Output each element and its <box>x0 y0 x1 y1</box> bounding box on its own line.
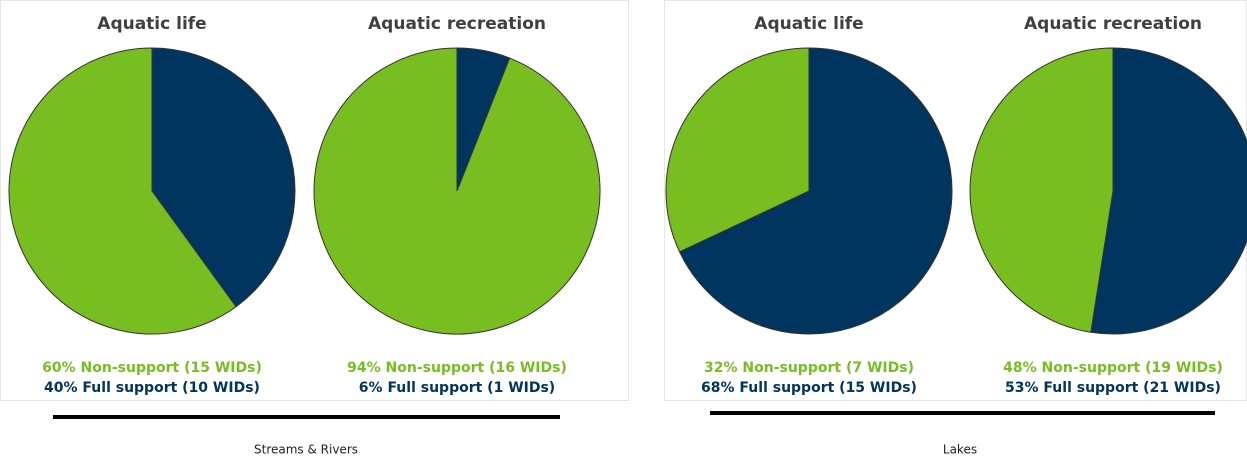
caption: Lakes <box>943 443 977 456</box>
value-label: 94% Non-support (16 WIDs) <box>347 360 567 376</box>
pie-slice <box>151 47 296 308</box>
value-label: 53% Full support (21 WIDs) <box>1005 380 1221 396</box>
chart-title: Aquatic life <box>754 14 863 34</box>
pie-slice <box>969 47 1114 333</box>
panel-frame <box>0 0 629 401</box>
caption: Streams & Rivers <box>254 443 358 456</box>
pie-slice <box>8 47 237 335</box>
value-label: 32% Non-support (7 WIDs) <box>704 360 914 376</box>
chart-title: Aquatic life <box>97 14 206 34</box>
pie-slice <box>313 47 601 335</box>
chart-title: Aquatic recreation <box>1024 14 1202 34</box>
value-label: 60% Non-support (15 WIDs) <box>42 360 262 376</box>
value-label: 6% Full support (1 WIDs) <box>359 380 555 396</box>
pie-slice <box>678 47 953 335</box>
value-label: 68% Full support (15 WIDs) <box>701 380 917 396</box>
value-label: 48% Non-support (19 WIDs) <box>1003 360 1223 376</box>
value-label: 40% Full support (10 WIDs) <box>44 380 260 396</box>
pie-slice <box>665 47 810 253</box>
pie-slice <box>1090 47 1247 335</box>
chart-title: Aquatic recreation <box>368 14 546 34</box>
